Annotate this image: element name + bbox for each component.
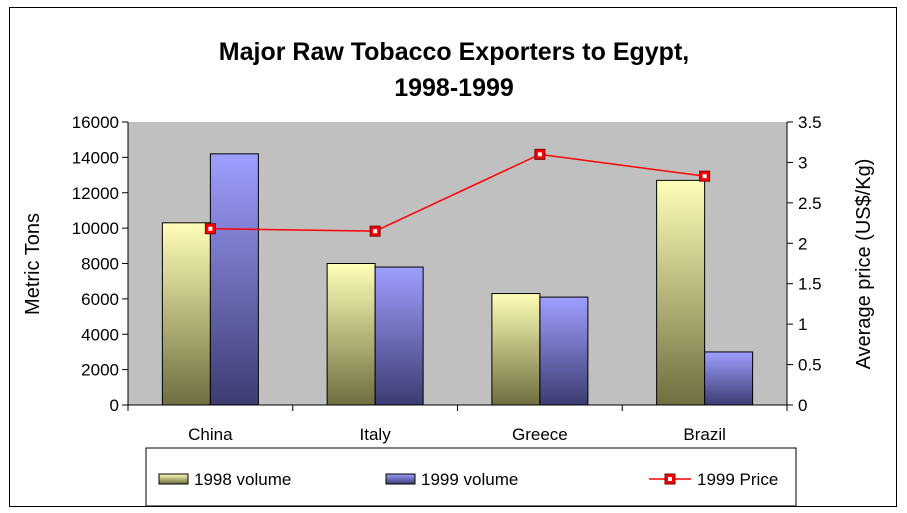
point-marker-center bbox=[373, 229, 378, 234]
legend-swatch-1998-volume bbox=[158, 473, 189, 485]
y2-tick-label: 0 bbox=[798, 396, 807, 415]
y2-tick-label: 2 bbox=[798, 234, 807, 253]
y-tick-label: 0 bbox=[110, 396, 119, 415]
y2-tick-label: 1.5 bbox=[798, 275, 822, 294]
point-marker-center bbox=[537, 152, 542, 157]
chart-title-line1: Major Raw Tobacco Exporters to Egypt, bbox=[219, 38, 689, 66]
bar-1998-volume-brazil bbox=[656, 179, 706, 406]
y-tick-label: 4000 bbox=[81, 325, 119, 344]
price-line-group bbox=[204, 148, 711, 237]
chart-frame: Major Raw Tobacco Exporters to Egypt, 19… bbox=[9, 7, 897, 507]
bar-1998-volume-greece bbox=[491, 293, 541, 406]
y-tick-label: 2000 bbox=[81, 361, 119, 380]
series-line-1999-price bbox=[210, 153, 705, 232]
legend-label-1999-volume: 1999 volume bbox=[421, 470, 518, 489]
x-tick-label-italy: Italy bbox=[360, 425, 392, 444]
point-marker-center bbox=[208, 226, 213, 231]
y-tick-label: 10000 bbox=[72, 219, 119, 238]
bar-1999-volume-italy bbox=[374, 266, 424, 406]
bar-1999-volume-brazil bbox=[704, 351, 754, 406]
chart-title-line2: 1998-1999 bbox=[394, 74, 514, 102]
bar-1999-volume-china bbox=[209, 153, 259, 406]
legend-marker-center bbox=[668, 477, 672, 481]
legend-box bbox=[145, 447, 797, 507]
axes-group: 0 2000 4000 6000 8000 10000 12000 14000 16000 0 0.… bbox=[72, 113, 822, 444]
y-tick-label: 14000 bbox=[72, 148, 119, 167]
legend-label-1998-volume: 1998 volume bbox=[194, 470, 291, 489]
y-axis-label: Metric Tons bbox=[22, 213, 44, 315]
x-tick-label-china: China bbox=[188, 425, 233, 444]
legend-swatch-1999-volume bbox=[385, 473, 416, 485]
x-tick-label-greece: Greece bbox=[512, 425, 568, 444]
chart-svg: Major Raw Tobacco Exporters to Egypt, 19… bbox=[22, 38, 875, 507]
bar-1998-volume-china bbox=[161, 222, 211, 406]
y2-tick-label: 3 bbox=[798, 153, 807, 172]
y2-tick-label: 3.5 bbox=[798, 113, 822, 132]
y2-tick-label: 2.5 bbox=[798, 194, 822, 213]
y-tick-label: 8000 bbox=[81, 255, 119, 274]
y2-tick-label: 1 bbox=[798, 315, 807, 334]
legend: 1998 volume 1999 volume 1999 Price bbox=[145, 447, 797, 507]
legend-label-1999-price: 1999 Price bbox=[697, 470, 778, 489]
point-marker-center bbox=[702, 174, 707, 179]
bar-1998-volume-italy bbox=[326, 263, 376, 406]
x-tick-label-brazil: Brazil bbox=[683, 425, 726, 444]
y-tick-label: 16000 bbox=[72, 113, 119, 132]
y2-axis-label: Average price (US$/Kg) bbox=[853, 159, 875, 370]
bar-1999-volume-greece bbox=[539, 296, 589, 406]
y-tick-label: 12000 bbox=[72, 184, 119, 203]
bars-group bbox=[161, 153, 754, 406]
y2-tick-label: 0.5 bbox=[798, 356, 822, 375]
y-tick-label: 6000 bbox=[81, 290, 119, 309]
